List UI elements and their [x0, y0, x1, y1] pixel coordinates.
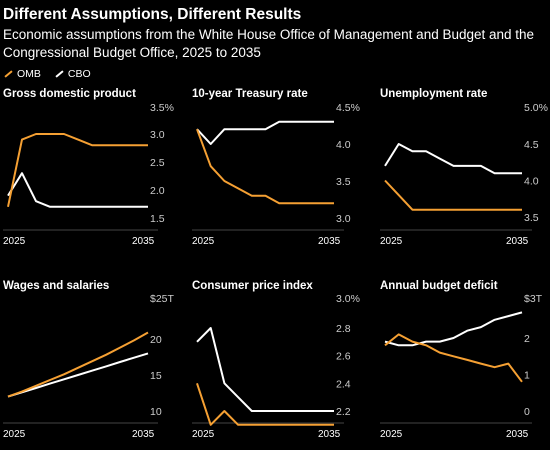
series-omb-line — [384, 333, 523, 383]
series-omb-line — [196, 382, 334, 426]
x-tick-label: 2025 — [192, 429, 215, 440]
panel-title: Unemployment rate — [380, 88, 487, 100]
series-omb-line — [196, 128, 334, 205]
panel-title: 10-year Treasury rate — [192, 88, 308, 100]
panel-title: Annual budget deficit — [380, 280, 498, 292]
x-tick-label: 2025 — [380, 429, 403, 440]
x-tick-label: 2035 — [132, 236, 155, 247]
legend-label-cbo: CBO — [67, 68, 91, 80]
y-tick-label: 2 — [524, 333, 530, 345]
series-cbo-line — [196, 327, 334, 412]
y-tick-label: 3.5% — [150, 102, 174, 114]
series-cbo-line — [7, 172, 148, 208]
y-tick-label: 4.0 — [336, 139, 351, 151]
legend-item-omb: OMB — [4, 68, 41, 80]
series-omb-line — [7, 133, 148, 208]
legend: OMB CBO — [4, 68, 105, 80]
y-tick-label: 20 — [150, 334, 162, 346]
y-tick-label: 10 — [150, 406, 162, 418]
panel-5: Consumer price index 2.2 2.4 2.6 2.8 3.0% 2025… — [192, 280, 360, 440]
x-tick-label: 2035 — [318, 429, 341, 440]
panel-3: Unemployment rate 3.5 4.0 4.5 5.0% 2025 2035 — [380, 88, 548, 247]
panel-title: Consumer price index — [192, 280, 313, 292]
x-tick-label: 2025 — [3, 429, 26, 440]
chart-title: Different Assumptions, Different Results — [3, 6, 302, 23]
panel-6: Annual budget deficit 0 1 2 $3T 2025 2035 — [380, 280, 543, 440]
y-unit-label: $3T — [524, 293, 543, 305]
panel-1: Gross domestic product 1.5 2.0 2.5 3.0 3.5% 20… — [3, 88, 174, 247]
x-tick-label: 2035 — [132, 429, 155, 440]
y-tick-label: 2.4 — [336, 378, 351, 390]
y-tick-label: 1.5 — [150, 213, 165, 225]
y-tick-label: 2.8 — [336, 323, 351, 335]
legend-label-omb: OMB — [17, 68, 41, 80]
series-omb-line — [384, 179, 522, 211]
y-tick-label: 2.5 — [150, 157, 165, 169]
y-tick-label: 3.0% — [336, 293, 360, 305]
y-tick-label: 2.6 — [336, 351, 351, 363]
x-tick-label: 2035 — [506, 429, 529, 440]
y-tick-label: 3.5 — [524, 212, 539, 224]
panel-title: Wages and salaries — [3, 280, 109, 292]
panel-4: Wages and salaries 10 15 20 $25T 2025 2035 — [3, 280, 175, 440]
x-tick-label: 2035 — [506, 236, 529, 247]
x-tick-label: 2025 — [380, 236, 403, 247]
x-tick-label: 2035 — [318, 236, 341, 247]
x-tick-label: 2025 — [192, 236, 215, 247]
y-unit-label: $25T — [150, 293, 175, 305]
y-tick-label: 15 — [150, 370, 162, 382]
panel-title: Gross domestic product — [3, 88, 136, 100]
y-tick-label: 3.0 — [150, 129, 165, 141]
legend-item-cbo: CBO — [55, 68, 91, 80]
y-tick-label: 0 — [524, 406, 530, 418]
chart-subtitle: Economic assumptions from the White Hous… — [3, 27, 535, 60]
series-cbo-line — [384, 143, 522, 175]
y-tick-label: 5.0% — [524, 102, 548, 114]
y-tick-label: 4.0 — [524, 176, 539, 188]
x-tick-label: 2025 — [3, 236, 26, 247]
series-cbo-line — [384, 311, 523, 347]
y-tick-label: 3.0 — [336, 213, 351, 225]
series-omb-line — [7, 331, 149, 398]
series-cbo-line — [196, 120, 334, 145]
panel-2: 10-year Treasury rate 3.0 3.5 4.0 4.5% 2025 20… — [192, 88, 360, 247]
y-tick-label: 1 — [524, 370, 530, 382]
y-tick-label: 2.2 — [336, 406, 351, 418]
y-tick-label: 2.0 — [150, 185, 165, 197]
y-tick-label: 4.5% — [336, 102, 360, 114]
y-tick-label: 3.5 — [336, 176, 351, 188]
series-cbo-line — [7, 352, 149, 398]
y-tick-label: 4.5 — [524, 139, 539, 151]
